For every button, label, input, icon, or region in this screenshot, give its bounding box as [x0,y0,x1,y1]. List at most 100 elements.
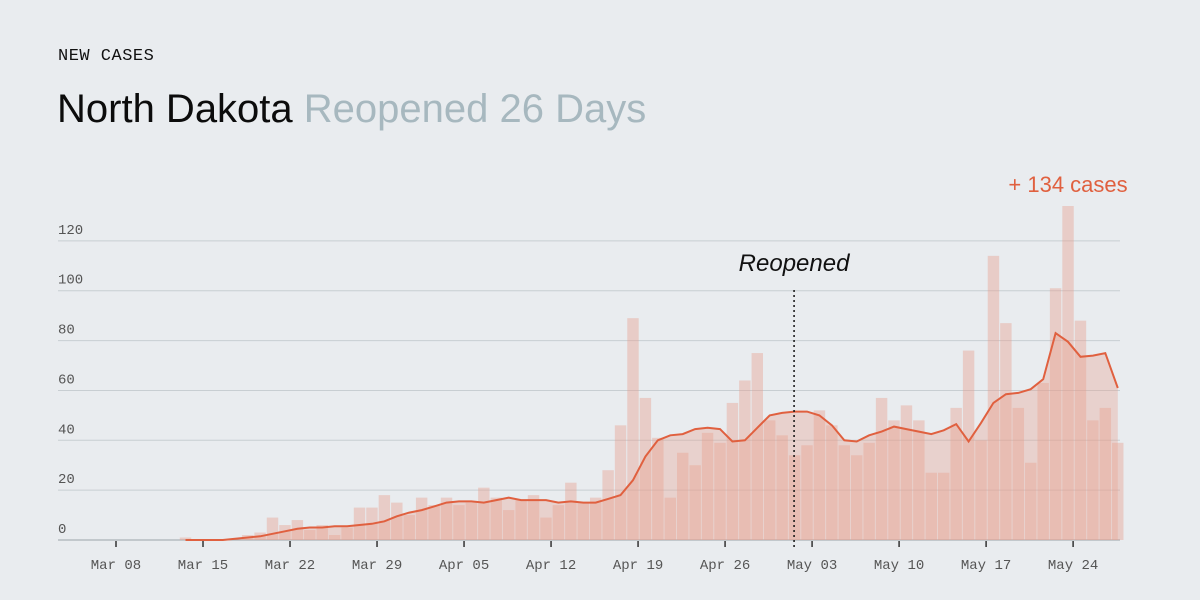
case-bar [726,402,739,540]
case-bar [353,507,366,540]
case-bar [1012,407,1025,540]
case-bar [813,410,826,540]
y-tick-label: 80 [58,323,75,339]
case-bar [527,495,540,540]
section-label: NEW CASES [58,47,155,66]
case-bar [851,455,863,540]
case-bar [714,442,726,540]
chart-headline: North Dakota Reopened 26 Days [57,84,646,134]
x-tick-label: Apr 26 [700,558,750,574]
case-bar [552,505,565,540]
rolling-average-area [185,333,1118,540]
case-bar [1037,382,1049,540]
y-tick-label: 100 [58,273,83,289]
case-bar [962,350,975,540]
case-bar [739,380,751,540]
x-tick-label: Apr 19 [613,558,663,574]
case-bar [664,497,676,540]
case-bar [577,502,589,540]
case-bar [788,455,801,540]
case-bar [652,437,664,540]
case-bar [490,497,502,540]
case-bar [341,527,353,540]
x-tick-label: Mar 15 [178,558,228,574]
case-bar [1099,407,1112,540]
case-bar [266,517,279,540]
case-bar [440,497,453,540]
case-bar [279,525,291,540]
case-bar [900,405,913,540]
case-bar [925,472,938,540]
case-bar [913,420,925,540]
case-bar [316,525,328,540]
case-bar [888,420,900,540]
case-bar [938,472,950,540]
case-bar [540,517,552,540]
x-tick-label: Apr 12 [526,558,576,574]
case-bar [639,397,652,540]
y-tick-label: 0 [58,522,66,538]
case-bar [304,530,316,540]
case-bar [1074,320,1087,540]
y-tick-label: 40 [58,422,75,438]
x-tick-label: May 10 [874,558,924,574]
case-bar [291,520,304,540]
case-bar [776,435,788,540]
case-bar [378,495,391,540]
x-tick-label: May 03 [787,558,837,574]
case-bar [975,440,987,540]
case-bar [602,470,614,540]
case-bar [391,502,403,540]
case-bar [614,425,627,540]
x-tick-label: Mar 29 [352,558,402,574]
case-bar [515,500,527,540]
case-bar [565,482,577,540]
case-bar [328,535,341,540]
case-bar [751,353,763,540]
case-bar [478,487,490,540]
y-axis-ticks: 0 20 40 60 80 100 120 [58,223,83,538]
y-tick-label: 120 [58,223,83,239]
gridlines [58,240,1120,541]
x-tick-label: Mar 22 [265,558,315,574]
case-bar [701,432,714,540]
case-bar [987,255,1000,540]
case-bar [1025,462,1037,540]
case-bar [801,445,813,540]
peak-cases-label: + 134 cases [1008,172,1127,197]
case-bar [1062,206,1074,540]
case-bar [1112,442,1124,540]
x-tick-label: May 24 [1048,558,1098,574]
y-tick-label: 20 [58,472,75,488]
reopened-days-label: Reopened 26 Days [303,87,647,131]
reopen-marker-label: Reopened [739,250,850,277]
rolling-average-line [185,331,1119,541]
case-bar [676,452,689,540]
case-bar [838,445,851,540]
case-bar [689,465,701,540]
case-bar [1087,420,1099,540]
case-bar [453,505,465,540]
x-tick-label: Apr 05 [439,558,489,574]
case-bar [863,442,875,540]
state-name: North Dakota [57,87,293,131]
case-bar [502,510,515,540]
case-bar [465,502,478,540]
y-tick-label: 60 [58,372,75,388]
case-bar [1049,288,1062,540]
case-bar [415,497,428,540]
case-bar [627,318,639,540]
x-tick-label: May 17 [961,558,1011,574]
case-bar [875,397,888,540]
x-axis-ticks: Mar 08 Mar 15 Mar 22 Mar 29 Apr 05 Apr 12 Apr … [91,541,1098,574]
case-bar [826,425,838,540]
case-bar [428,505,440,540]
daily-bars [179,206,1124,540]
case-bar [403,515,415,540]
case-bar [179,537,192,540]
case-bar [763,420,776,540]
case-bar [950,407,962,540]
case-bar [1000,323,1012,540]
